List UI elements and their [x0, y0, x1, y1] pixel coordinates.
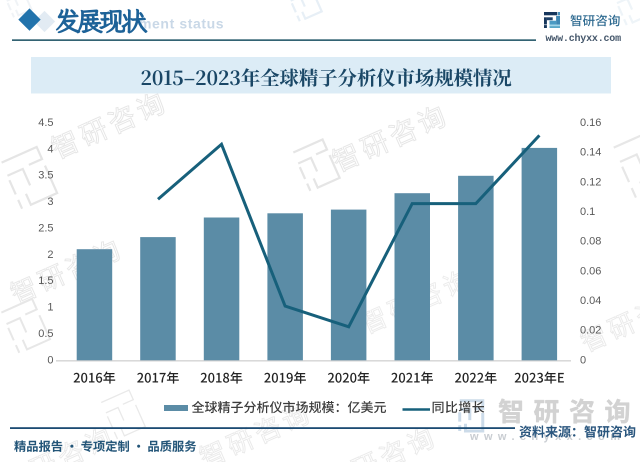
svg-text:0.16: 0.16 [580, 117, 601, 129]
svg-text:0: 0 [47, 354, 53, 366]
svg-text:0.08: 0.08 [580, 236, 601, 248]
svg-text:ment status: ment status [139, 16, 224, 32]
svg-text:3.5: 3.5 [38, 170, 53, 182]
svg-text:4: 4 [47, 143, 53, 155]
svg-text:0.04: 0.04 [580, 295, 601, 307]
svg-text:www.chyxx.com: www.chyxx.com [469, 431, 625, 443]
svg-text:1.5: 1.5 [38, 275, 53, 287]
svg-text:0.1: 0.1 [580, 206, 595, 218]
svg-text:0.5: 0.5 [38, 328, 53, 340]
svg-text:0: 0 [580, 354, 586, 366]
svg-text:0.14: 0.14 [580, 147, 601, 159]
svg-text:4.5: 4.5 [38, 117, 53, 129]
svg-text:0.02: 0.02 [580, 325, 601, 337]
svg-text:1: 1 [47, 302, 53, 314]
svg-text:3: 3 [47, 196, 53, 208]
svg-text:www.chyxx.com: www.chyxx.com [546, 33, 622, 45]
svg-text:0.06: 0.06 [580, 265, 601, 277]
svg-text:0.12: 0.12 [580, 176, 601, 188]
svg-text:2.5: 2.5 [38, 222, 53, 234]
svg-text:2: 2 [47, 249, 53, 261]
